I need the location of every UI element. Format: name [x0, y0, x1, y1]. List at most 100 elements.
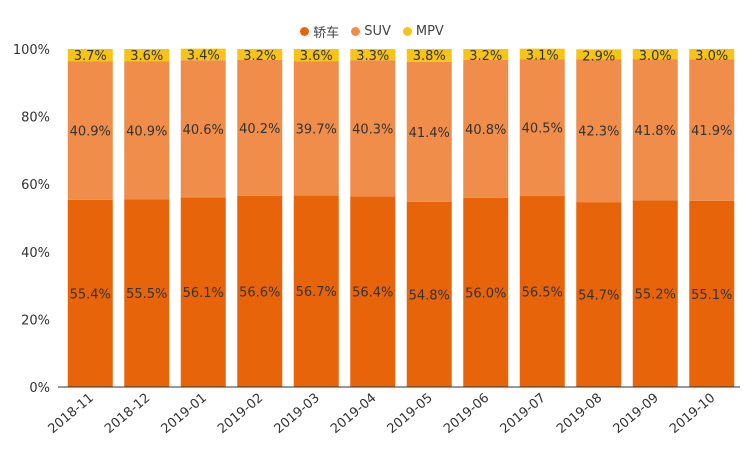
x-tick-label: 2019-04 [328, 391, 379, 437]
bar-segment [689, 49, 735, 60]
bar-segment [576, 202, 622, 387]
y-tick-label: 80% [21, 111, 50, 126]
bar-segment [293, 195, 339, 387]
bar-segment [350, 196, 396, 387]
x-tick-label: 2019-05 [385, 391, 436, 437]
data-label: 40.9% [126, 124, 167, 139]
legend-item-0[interactable]: 轿车 [300, 22, 339, 41]
bar-segment [180, 48, 226, 61]
data-label: 42.3% [578, 125, 619, 140]
y-tick-label: 100% [13, 43, 50, 58]
bar-segment [350, 49, 396, 61]
bar-segment [519, 48, 565, 60]
x-tick-label: 2018-11 [46, 391, 97, 437]
bar-segment [632, 200, 678, 387]
bar-segment [632, 49, 678, 60]
legend-label: SUV [364, 24, 391, 39]
data-label: 3.1% [526, 49, 559, 64]
bar-segment [124, 199, 170, 387]
y-tick-label: 40% [21, 246, 50, 261]
data-label: 39.7% [296, 122, 337, 137]
bar-segment [576, 59, 622, 203]
bar-segment [406, 201, 452, 387]
bar-segment [350, 60, 396, 197]
x-tick-label: 2019-02 [215, 391, 266, 437]
bar-segment [463, 59, 509, 198]
x-tick-label: 2019-08 [554, 391, 605, 437]
bar-segment [67, 49, 113, 62]
bar-segment [237, 59, 283, 196]
data-label: 2.9% [582, 49, 615, 64]
y-tick-label: 60% [21, 178, 50, 193]
data-label: 56.0% [465, 286, 506, 301]
data-label: 54.8% [409, 288, 450, 303]
data-label: 41.9% [691, 124, 732, 139]
data-label: 55.1% [691, 288, 732, 303]
bar-segment [406, 61, 452, 202]
x-tick-label: 2019-07 [498, 391, 549, 437]
x-tick-label: 2019-01 [159, 391, 210, 437]
bar-segment [124, 61, 170, 200]
bar-segment [689, 200, 735, 387]
data-label: 3.4% [187, 49, 220, 64]
bar-segment [180, 197, 226, 387]
data-label: 56.1% [183, 286, 224, 301]
bar-segment [406, 49, 452, 62]
x-tick-label: 2019-10 [667, 391, 718, 437]
y-tick-label: 20% [21, 313, 50, 328]
bar-segment [293, 61, 339, 196]
legend-item-1[interactable]: SUV [351, 24, 391, 39]
bar-segment [67, 199, 113, 387]
chart-legend: 轿车 SUV MPV [0, 22, 744, 41]
legend-marker-icon [300, 27, 310, 36]
data-label: 40.5% [522, 122, 563, 137]
data-label: 3.7% [74, 49, 107, 64]
bar-segment [519, 196, 565, 387]
x-tick-label: 2019-09 [611, 391, 662, 437]
legend-label: 轿车 [313, 26, 340, 41]
bar-segment [576, 49, 622, 60]
bar-segment [632, 59, 678, 201]
y-tick-label: 0% [29, 381, 50, 396]
data-label: 3.6% [130, 49, 163, 64]
data-label: 3.0% [695, 49, 728, 64]
x-tick-label: 2019-06 [441, 391, 492, 437]
bar-segment [67, 61, 113, 200]
data-label: 3.8% [413, 49, 446, 64]
data-label: 56.5% [522, 286, 563, 301]
x-tick-label: 2019-03 [272, 391, 323, 437]
data-label: 56.4% [352, 286, 393, 301]
bar-segment [519, 59, 565, 197]
data-label: 3.2% [469, 49, 502, 64]
bar-segment [237, 49, 283, 60]
data-label: 3.2% [243, 49, 276, 64]
data-label: 40.3% [352, 122, 393, 137]
x-tick-label: 2018-12 [102, 391, 153, 437]
legend-marker-icon [351, 27, 361, 36]
bar-segment [124, 49, 170, 62]
data-label: 40.8% [465, 123, 506, 138]
bar-segment [180, 60, 226, 198]
data-label: 3.3% [356, 49, 389, 64]
data-label: 55.2% [635, 288, 676, 303]
data-label: 3.0% [639, 49, 672, 64]
data-label: 40.6% [183, 123, 224, 138]
data-label: 56.7% [296, 285, 337, 300]
data-label: 40.9% [70, 125, 111, 140]
data-label: 56.6% [239, 285, 280, 300]
legend-marker-icon [402, 27, 412, 36]
data-label: 55.5% [126, 287, 167, 302]
data-label: 41.4% [409, 126, 450, 141]
bar-segment [463, 49, 509, 60]
data-label: 55.4% [70, 287, 111, 302]
data-label: 3.6% [300, 49, 333, 64]
legend-item-2[interactable]: MPV [402, 24, 444, 39]
bar-segment [689, 59, 735, 201]
bar-segment [463, 197, 509, 387]
legend-label: MPV [415, 24, 444, 39]
data-label: 54.7% [578, 289, 619, 304]
bar-segment [237, 195, 283, 387]
data-label: 41.8% [635, 124, 676, 139]
bar-segment [293, 49, 339, 62]
